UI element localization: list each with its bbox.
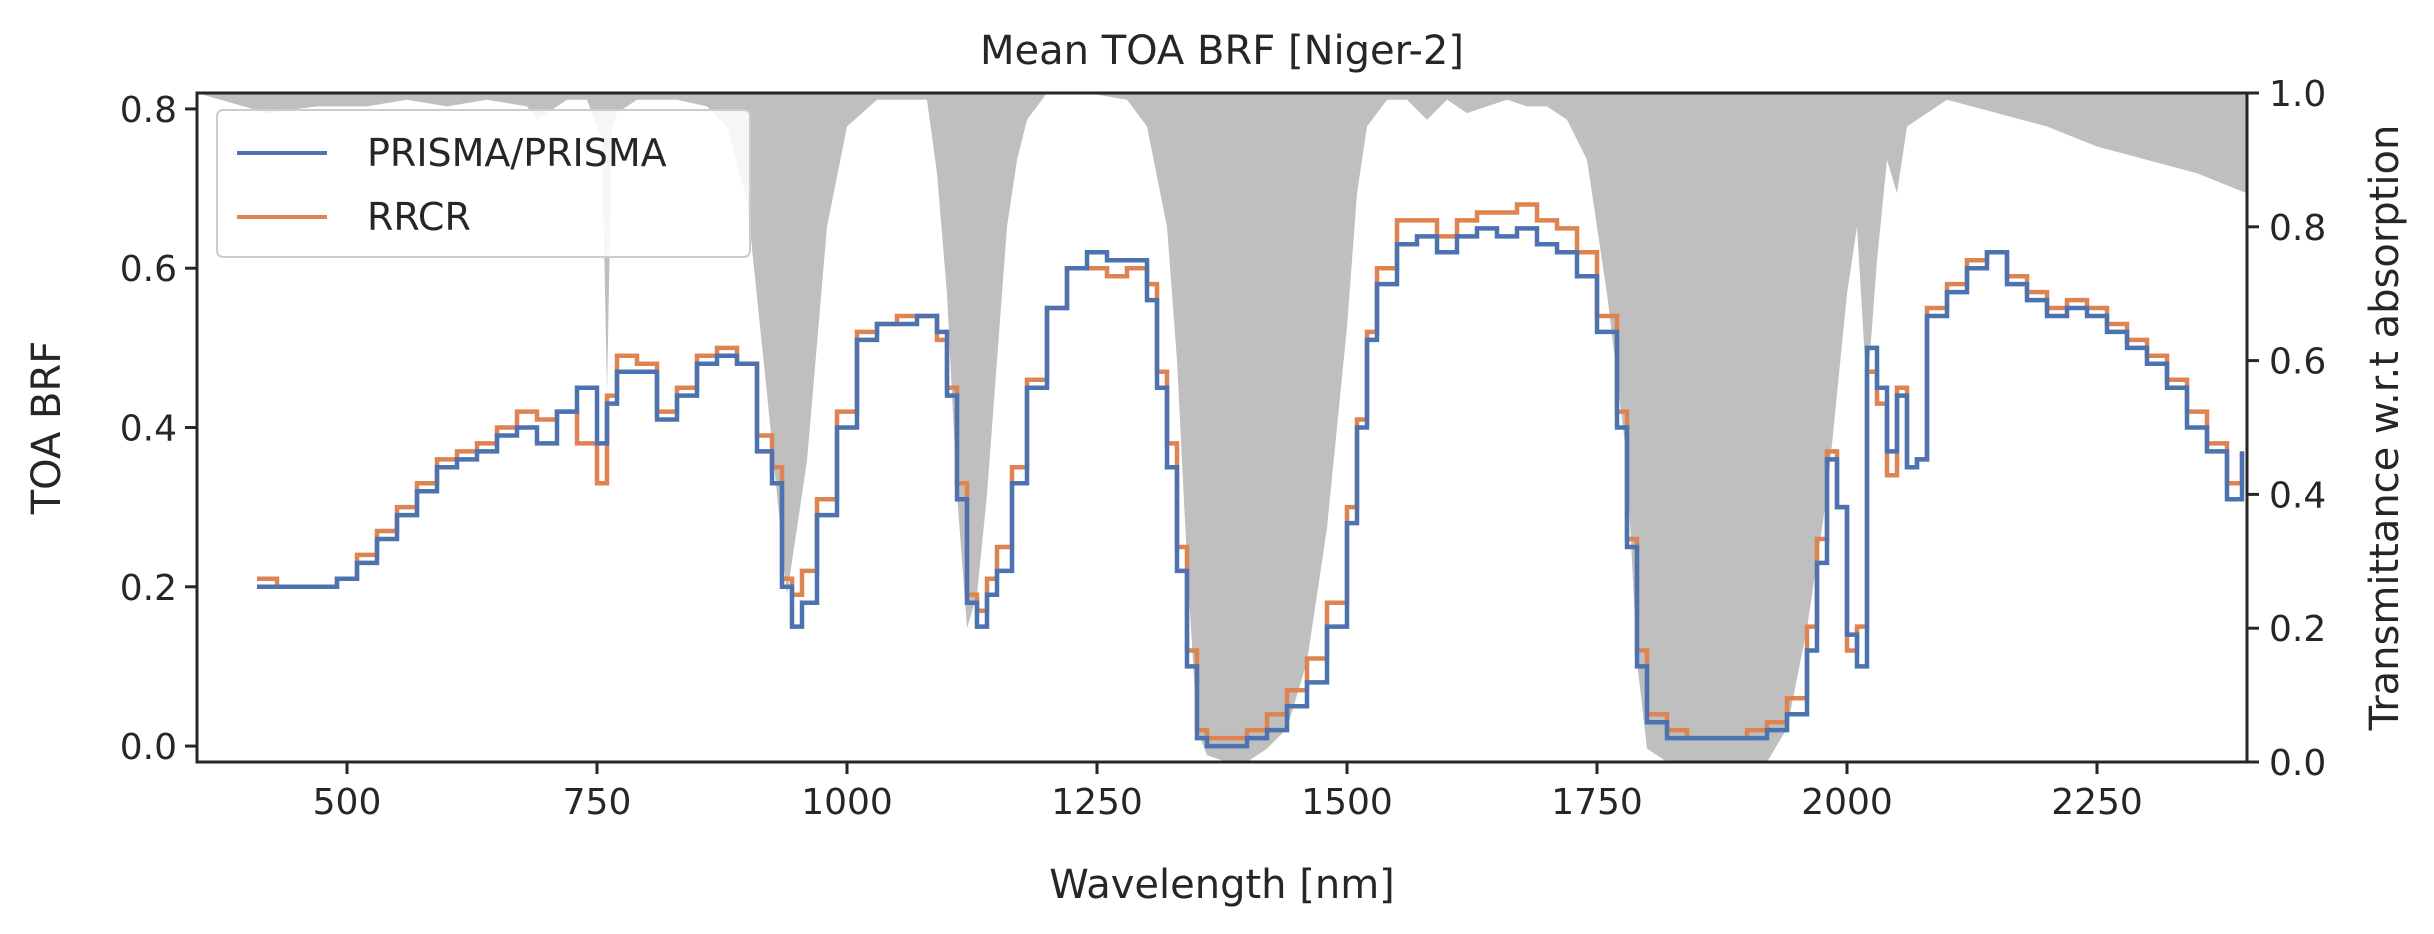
series-line-prisma-prisma bbox=[257, 226, 2245, 749]
legend-box bbox=[216, 109, 751, 258]
y-axis-label: TOA BRF bbox=[24, 341, 70, 516]
x-tick-label: 1250 bbox=[1051, 782, 1143, 823]
x-tick-label: 1500 bbox=[1301, 782, 1393, 823]
x-tick-label: 750 bbox=[563, 782, 632, 823]
y-tick-label: 0.4 bbox=[120, 409, 177, 450]
right-axis: 0.0 0.2 0.4 0.6 0.8 1.0 bbox=[2247, 74, 2326, 784]
legend-label-prisma: PRISMA/PRISMA bbox=[367, 131, 667, 175]
x-tick-label: 1750 bbox=[1551, 782, 1643, 823]
bottom-axis: 500 750 1000 1250 1500 1750 2000 2250 bbox=[313, 762, 2143, 823]
y-tick-label: 0.2 bbox=[120, 568, 177, 609]
y-tick-label: 0.0 bbox=[120, 727, 177, 768]
x-tick-label: 1000 bbox=[801, 782, 893, 823]
y-axis-label-right: Transmittance w.r.t absorption bbox=[2362, 125, 2408, 732]
transmittance-area bbox=[197, 93, 2247, 762]
x-tick-label: 500 bbox=[313, 782, 382, 823]
legend-label-rrcr: RRCR bbox=[367, 195, 471, 239]
y-tick-label: 0.8 bbox=[120, 90, 177, 131]
x-tick-label: 2250 bbox=[2051, 782, 2143, 823]
y-right-tick-label: 0.0 bbox=[2269, 743, 2326, 784]
y-right-tick-label: 0.4 bbox=[2269, 475, 2326, 516]
x-tick-label: 2000 bbox=[1801, 782, 1893, 823]
chart-title: Mean TOA BRF [Niger-2] bbox=[980, 28, 1464, 74]
y-right-tick-label: 0.2 bbox=[2269, 609, 2326, 650]
y-right-tick-label: 0.8 bbox=[2269, 208, 2326, 249]
y-tick-label: 0.6 bbox=[120, 249, 177, 290]
transmittance-layer bbox=[197, 93, 2247, 762]
x-axis-label: Wavelength [nm] bbox=[1049, 862, 1395, 908]
series-layer bbox=[257, 202, 2245, 749]
legend: PRISMA/PRISMA RRCR bbox=[216, 109, 751, 258]
y-right-tick-label: 1.0 bbox=[2269, 74, 2326, 115]
left-axis: 0.0 0.2 0.4 0.6 0.8 bbox=[120, 90, 197, 768]
y-right-tick-label: 0.6 bbox=[2269, 342, 2326, 383]
series-line-rrcr bbox=[257, 202, 2245, 741]
